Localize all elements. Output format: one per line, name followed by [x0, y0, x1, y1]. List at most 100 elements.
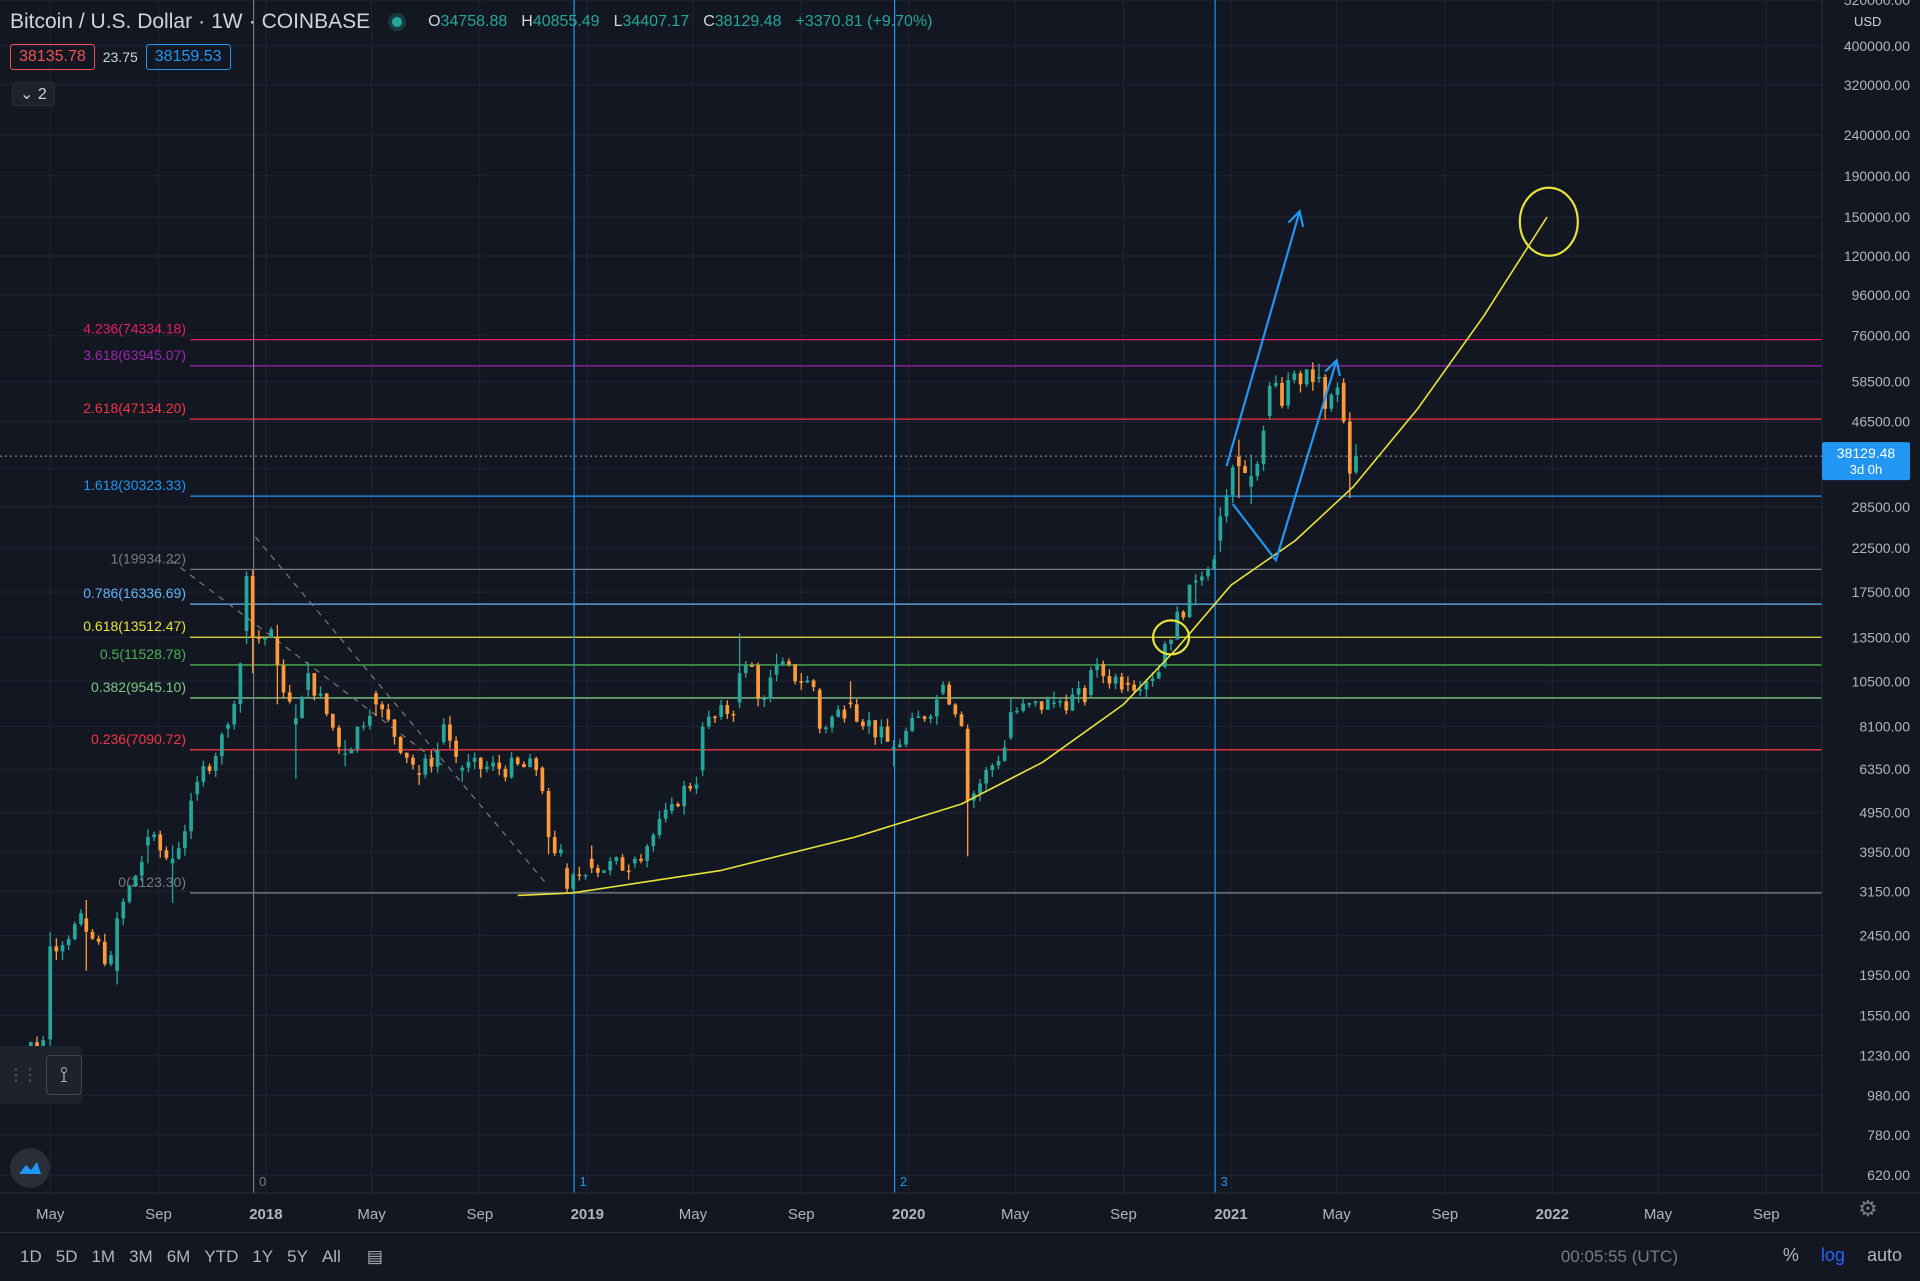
candle-body [817, 689, 822, 729]
range-button-5y[interactable]: 5Y [287, 1247, 308, 1266]
drawings-layer[interactable] [170, 536, 547, 884]
candle-body [793, 664, 797, 682]
range-button-1d[interactable]: 1D [20, 1247, 42, 1266]
candle-body [472, 757, 477, 762]
exchange-label[interactable]: COINBASE [261, 10, 371, 33]
tradingview-logo-icon[interactable] [10, 1148, 50, 1188]
measure-tool-icon[interactable]: ⟟ [46, 1055, 82, 1095]
candle-body [854, 704, 859, 722]
floating-toolbar[interactable]: ⋮⋮ ⟟ [0, 1046, 82, 1104]
candle-body [1052, 702, 1056, 704]
parabolic-curve[interactable] [517, 216, 1548, 897]
candle-body [226, 724, 230, 729]
candle-body [485, 766, 489, 769]
x-tick-label: Sep [788, 1206, 815, 1223]
candle-body [312, 673, 317, 696]
candle-body [466, 761, 471, 768]
candle-body [48, 946, 53, 1040]
currency-label[interactable]: USD [1854, 14, 1882, 29]
candle-body [762, 698, 767, 700]
candle-body [682, 785, 686, 807]
candle-body [1113, 676, 1118, 684]
candle-body [922, 716, 927, 719]
price-axis[interactable]: 520000.00 400000.00 320000.00 240000.00 1900… [1821, 0, 1911, 1193]
candle-body [1119, 676, 1124, 690]
y-tick-label: 22500.00 [1852, 540, 1911, 556]
candle-body [916, 716, 921, 718]
candle-body [1150, 678, 1155, 682]
fib-level-label: 0.382(9545.10) [91, 679, 186, 695]
fib-retracement[interactable]: 4.236(74334.18) 3.618(63945.07) 2.618(4713… [83, 321, 1822, 894]
candle-body [324, 693, 329, 714]
x-tick-label: Sep [1110, 1206, 1137, 1223]
utc-clock[interactable]: 00:05:55 (UTC) [1560, 1247, 1678, 1266]
projection-arrow[interactable] [1225, 211, 1301, 467]
y-tick-label: 520000.00 [1844, 0, 1910, 8]
projection-arrow[interactable] [1231, 360, 1338, 563]
y-tick-label: 3950.00 [1859, 844, 1910, 860]
candle-body [546, 791, 551, 838]
candle-body [152, 834, 156, 838]
candle-body [201, 766, 206, 782]
candle-body [1329, 394, 1334, 409]
candle-body [213, 756, 218, 771]
range-button-1m[interactable]: 1M [91, 1247, 116, 1266]
overlay-drawings[interactable] [0, 186, 1822, 897]
candle-body [1347, 421, 1352, 474]
candle-body [528, 758, 532, 768]
cycle-lines[interactable]: 0 1 2 3 [252, 0, 1228, 1193]
y-tick-label: 320000.00 [1844, 77, 1910, 93]
time-axis[interactable]: May Sep 2018 May Sep 2019 May Sep 2020 May Sep 2021… [0, 1192, 1920, 1223]
range-button-6m[interactable]: 6M [166, 1247, 191, 1266]
candle-body [515, 757, 520, 765]
candle-body [448, 724, 452, 741]
candle-body [830, 716, 834, 728]
candle-body [1089, 670, 1093, 696]
symbol-header[interactable]: Bitcoin / U.S. Dollar · 1W · COINBASE O3… [10, 10, 933, 34]
open-value: 34758.88 [440, 13, 508, 30]
candle-body [953, 704, 958, 715]
candle-body [244, 575, 249, 632]
interval-label[interactable]: 1W [211, 10, 243, 33]
separator-dot: · [248, 10, 256, 33]
candle-body [1354, 456, 1358, 473]
candle-body [534, 758, 539, 771]
percent-scale-button[interactable]: % [1782, 1245, 1799, 1265]
auto-scale-button[interactable]: auto [1866, 1245, 1902, 1265]
candle-body [879, 726, 884, 738]
last-price-tag[interactable] [1822, 442, 1910, 481]
candle-body [423, 758, 428, 775]
range-button-all[interactable]: All [321, 1247, 341, 1266]
candle-body [127, 886, 132, 902]
candle-body [725, 705, 730, 714]
low-label: L [613, 13, 623, 30]
market-status-icon[interactable] [392, 17, 403, 27]
goto-date-icon[interactable]: ▤ [366, 1247, 383, 1266]
settings-gear-icon[interactable]: ⚙ [1858, 1196, 1878, 1221]
sell-button[interactable]: 38135.78 [10, 44, 95, 70]
range-button-ytd[interactable]: YTD [204, 1247, 239, 1266]
range-button-3m[interactable]: 3M [129, 1247, 153, 1266]
symbol-name[interactable]: Bitcoin / U.S. Dollar [10, 10, 193, 33]
dashed-trend-line[interactable] [170, 559, 443, 766]
log-scale-button[interactable]: log [1820, 1245, 1845, 1265]
candle-body [663, 809, 668, 819]
candle-body [478, 757, 483, 769]
candle-body [787, 661, 791, 665]
buy-button[interactable]: 38159.53 [145, 44, 231, 70]
range-button-5d[interactable]: 5D [55, 1247, 78, 1266]
candle-body [337, 727, 341, 747]
drag-handle-icon[interactable]: ⋮⋮ [8, 1067, 38, 1084]
change-value: +3370.81 (+9.70%) [795, 13, 933, 30]
indicators-toggle[interactable]: ⌄ 2 [12, 82, 55, 106]
range-button-1y[interactable]: 1Y [252, 1247, 274, 1266]
dashed-trend-line[interactable] [254, 536, 547, 884]
highlight-circle[interactable] [1151, 619, 1191, 656]
candle-body [898, 744, 902, 748]
candle-body [645, 846, 650, 861]
highlight-circle[interactable] [1518, 186, 1579, 257]
candle-body [1249, 476, 1254, 487]
fib-level-label: 0.618(13512.47) [83, 618, 186, 634]
candle-body [28, 1042, 33, 1050]
